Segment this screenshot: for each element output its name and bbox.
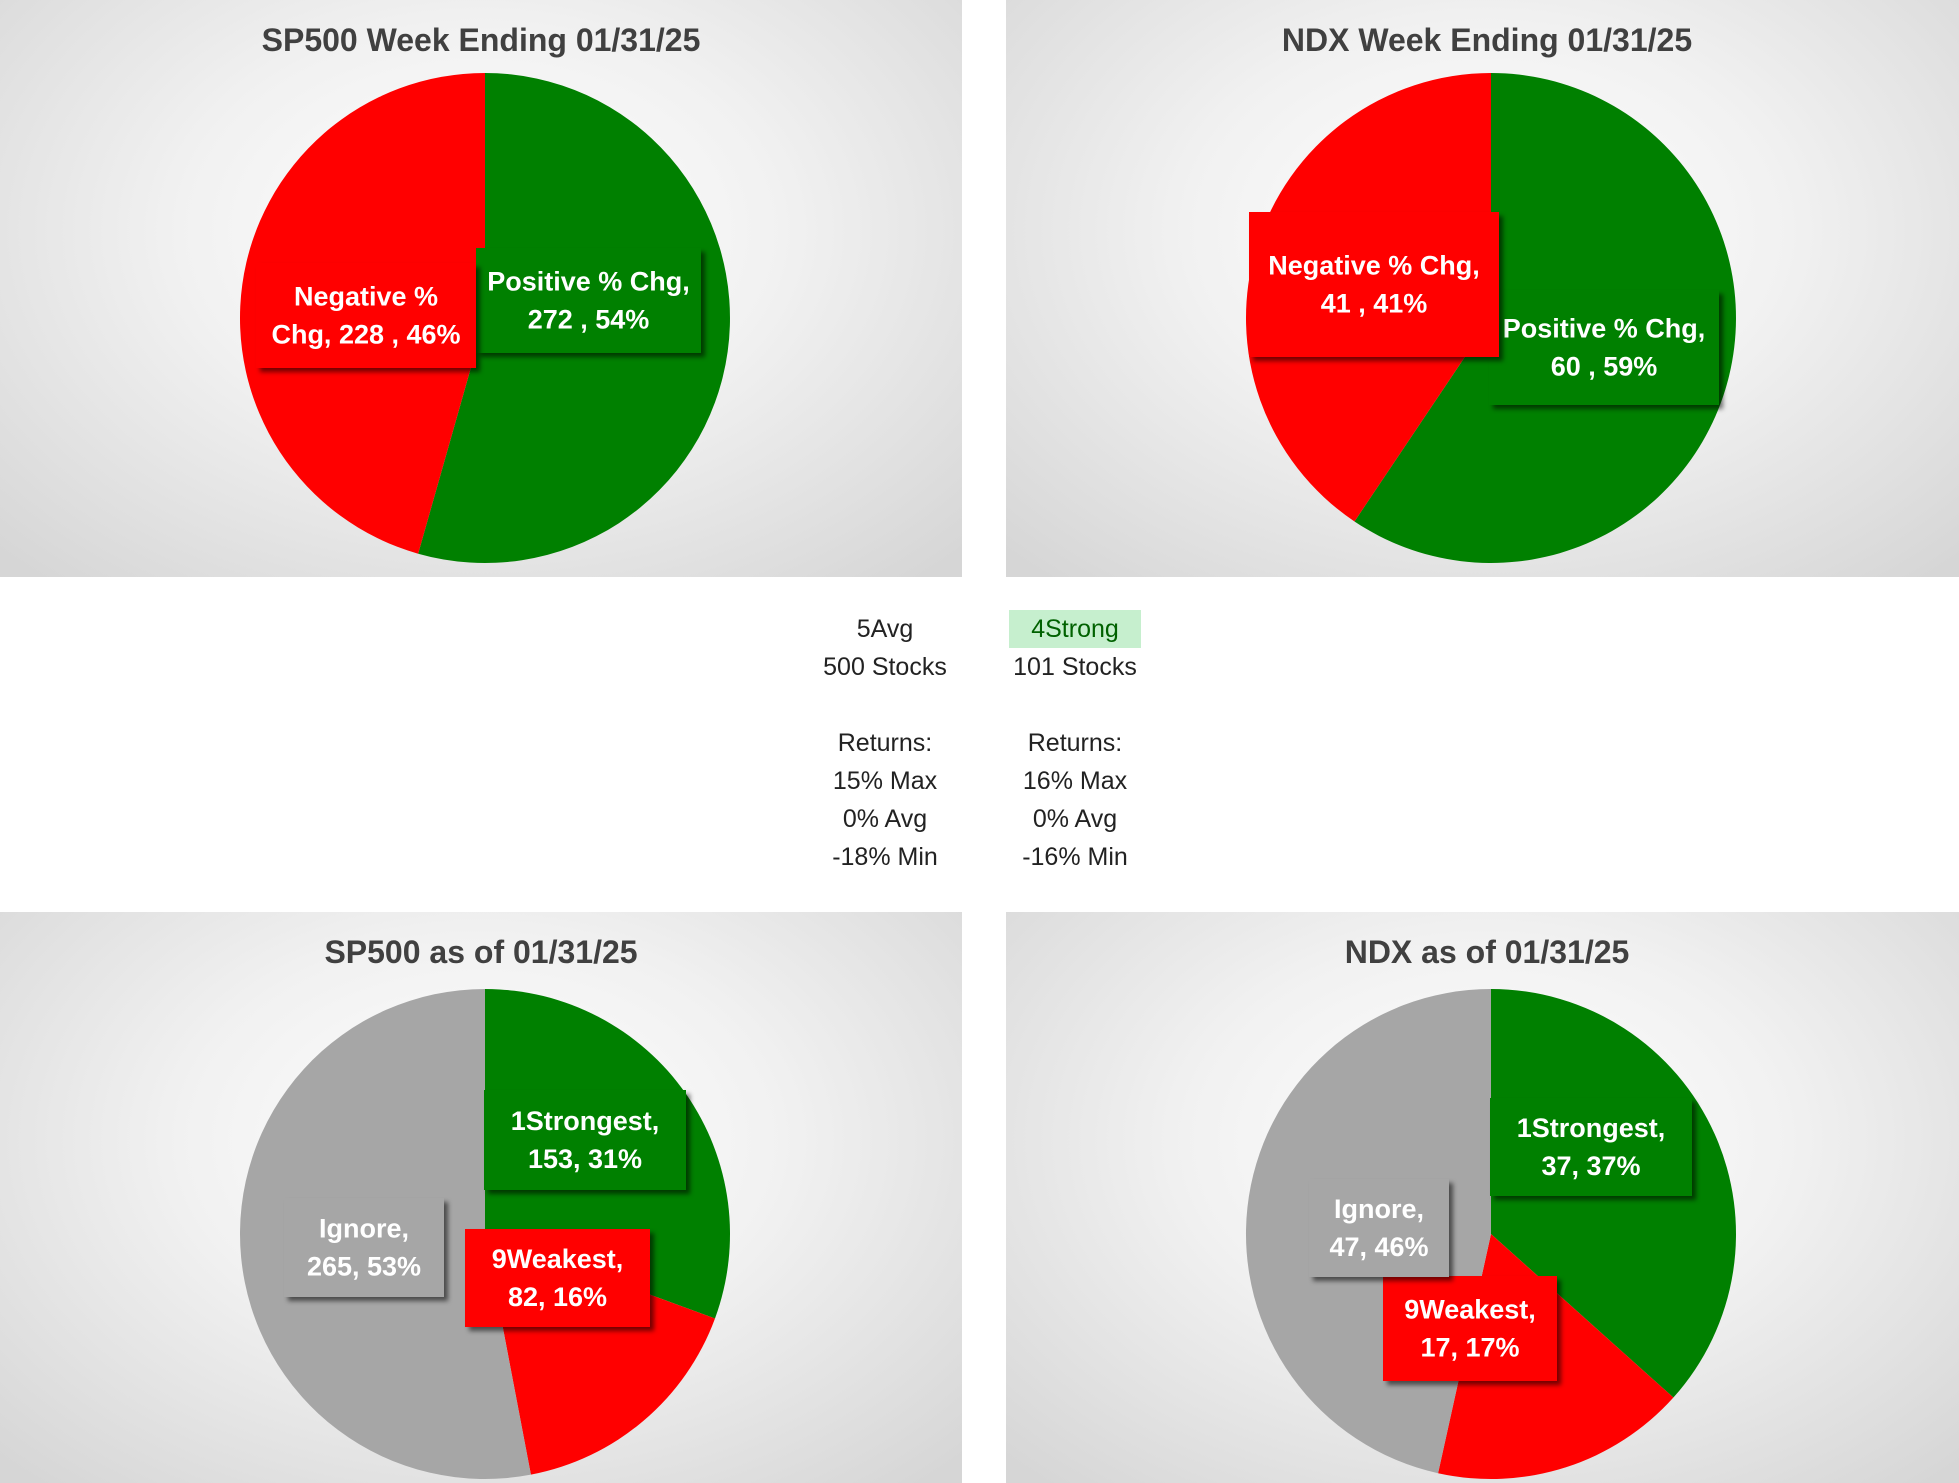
data-label-text: 47, 46% bbox=[1329, 1232, 1428, 1262]
data-label-text: 265, 53% bbox=[307, 1252, 421, 1282]
sp500-stock-count: 500 Stocks bbox=[823, 653, 947, 681]
data-label-text: 37, 37% bbox=[1541, 1151, 1640, 1181]
data-label-text: Positive % Chg, bbox=[487, 267, 690, 297]
sp500-rating: 5Avg bbox=[856, 615, 914, 643]
ndx-returns-label: Returns: bbox=[1027, 729, 1123, 757]
ndx-returns-max: 16% Max bbox=[1022, 767, 1128, 795]
pie-chart-sp500-week: Positive % Chg, 272 , 54% Negative % Chg, 2… bbox=[239, 73, 730, 563]
data-label-text: 1Strongest, bbox=[1517, 1113, 1666, 1143]
data-label-text: 9Weakest, bbox=[1404, 1295, 1536, 1325]
data-label-text: Ignore, bbox=[319, 1214, 409, 1244]
data-label-text: Ignore, bbox=[1334, 1194, 1424, 1224]
chart-title: SP500 Week Ending 01/31/25 bbox=[261, 22, 701, 58]
pie-chart-ndx-week: Positive % Chg, 60 , 59% Negative % Chg, 41… bbox=[1245, 73, 1736, 564]
ndx-returns-min: -16% Min bbox=[1022, 843, 1128, 871]
data-label-1strongest: 1Strongest, 37, 37% bbox=[1490, 1098, 1692, 1196]
ndx-summary: 4Strong 101 Stocks Returns: 16% Max 0% A… bbox=[975, 610, 1175, 876]
ndx-returns-avg: 0% Avg bbox=[1032, 805, 1118, 833]
data-label-negative-chg: Negative % Chg, 41 , 41% bbox=[1249, 212, 1499, 357]
data-label-text: 153, 31% bbox=[528, 1144, 642, 1174]
data-label-text: 60 , 59% bbox=[1551, 352, 1658, 382]
data-label-9weakest: 9Weakest, 17, 17% bbox=[1383, 1276, 1557, 1381]
data-label-ignore: Ignore, 47, 46% bbox=[1309, 1179, 1449, 1277]
pie-chart-sp500-rank: 1Strongest, 153, 31% 9Weakest, 82, 16% Ignor… bbox=[239, 989, 731, 1479]
chart-panel-ndx-rank: 1Strongest, 37, 37% 9Weakest, 17, 17% Ignore… bbox=[1006, 912, 1959, 1483]
data-label-text: 272 , 54% bbox=[528, 305, 650, 335]
ndx-rating-badge: 4Strong bbox=[1009, 610, 1141, 648]
sp500-returns-avg: 0% Avg bbox=[842, 805, 928, 833]
data-label-text: 41 , 41% bbox=[1321, 289, 1428, 319]
data-label-text: Chg, 228 , 46% bbox=[271, 320, 460, 350]
data-label-text: 82, 16% bbox=[508, 1282, 607, 1312]
data-label-text: 9Weakest, bbox=[492, 1244, 624, 1274]
data-label-9weakest: 9Weakest, 82, 16% bbox=[465, 1229, 650, 1327]
data-label-negative-chg: Negative % Chg, 228 , 46% bbox=[256, 263, 476, 368]
data-label-text: 1Strongest, bbox=[511, 1106, 660, 1136]
sp500-summary: 5Avg 500 Stocks Returns: 15% Max 0% Avg … bbox=[785, 610, 985, 876]
chart-panel-ndx-week: Positive % Chg, 60 , 59% Negative % Chg, 41… bbox=[1006, 0, 1959, 577]
data-label-text: Negative % bbox=[294, 282, 438, 312]
chart-title: SP500 as of 01/31/25 bbox=[324, 934, 638, 970]
data-label-text: 17, 17% bbox=[1420, 1333, 1519, 1363]
chart-title: NDX as of 01/31/25 bbox=[1344, 934, 1630, 970]
data-label-positive-chg: Positive % Chg, 60 , 59% bbox=[1489, 290, 1719, 405]
data-label-text: Positive % Chg, bbox=[1503, 314, 1706, 344]
data-label-ignore: Ignore, 265, 53% bbox=[284, 1198, 444, 1297]
sp500-returns-max: 15% Max bbox=[832, 767, 938, 795]
data-label-1strongest: 1Strongest, 153, 31% bbox=[484, 1090, 686, 1190]
chart-panel-sp500-rank: 1Strongest, 153, 31% 9Weakest, 82, 16% Ignor… bbox=[0, 912, 962, 1483]
data-label-positive-chg: Positive % Chg, 272 , 54% bbox=[476, 248, 701, 353]
chart-panel-sp500-week: Positive % Chg, 272 , 54% Negative % Chg, 2… bbox=[0, 0, 962, 577]
ndx-stock-count: 101 Stocks bbox=[1013, 653, 1137, 681]
chart-title: NDX Week Ending 01/31/25 bbox=[1281, 22, 1693, 58]
pie-chart-ndx-rank: 1Strongest, 37, 37% 9Weakest, 17, 17% Ignore… bbox=[1245, 989, 1737, 1480]
sp500-returns-min: -18% Min bbox=[832, 843, 938, 871]
data-label-text: Negative % Chg, bbox=[1268, 251, 1480, 281]
sp500-returns-label: Returns: bbox=[837, 729, 933, 757]
